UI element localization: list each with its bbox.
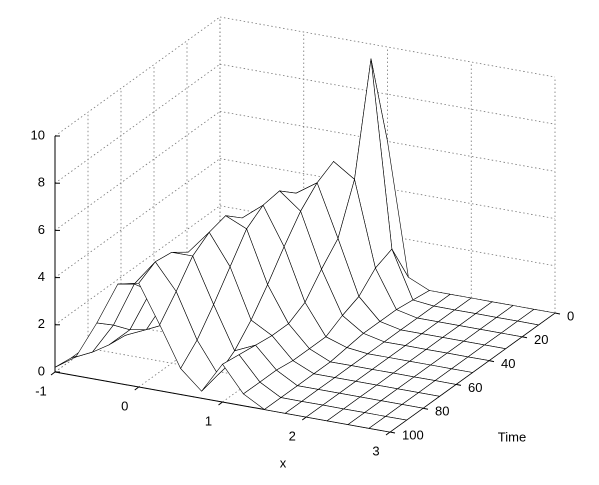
z-tick-label: 10 bbox=[31, 127, 45, 142]
surface-cell bbox=[368, 416, 407, 433]
x-tick bbox=[218, 401, 223, 406]
x-tick bbox=[134, 386, 140, 391]
y-tick-label: 100 bbox=[402, 427, 424, 442]
x-tick bbox=[50, 371, 56, 376]
y-tick bbox=[422, 407, 429, 410]
y-tick-label: 20 bbox=[534, 332, 548, 347]
y-tick bbox=[455, 383, 462, 386]
y-axis-label: Time bbox=[498, 429, 526, 444]
y-tick bbox=[554, 312, 561, 315]
x-tick-label: 3 bbox=[372, 443, 379, 458]
y-tick-label: 60 bbox=[468, 380, 482, 395]
y-tick bbox=[521, 336, 528, 339]
x-tick-label: -1 bbox=[35, 383, 47, 398]
x-tick-label: 2 bbox=[289, 428, 296, 443]
z-tick-label: 8 bbox=[38, 175, 45, 190]
y-tick bbox=[389, 431, 396, 434]
y-tick-label: 0 bbox=[567, 308, 574, 323]
grid-line bbox=[54, 111, 221, 231]
x-tick bbox=[385, 431, 391, 436]
x-tick bbox=[301, 416, 307, 421]
grid-line bbox=[54, 63, 221, 184]
surface-cell bbox=[54, 351, 93, 368]
z-tick-label: 0 bbox=[38, 363, 45, 378]
grid-line bbox=[54, 16, 221, 137]
grid-line bbox=[219, 111, 556, 172]
z-tick-label: 6 bbox=[38, 222, 45, 237]
x-tick-label: 0 bbox=[121, 398, 128, 413]
grid-line bbox=[219, 16, 556, 78]
x-tick-label: 1 bbox=[205, 413, 212, 428]
grid-line bbox=[87, 347, 424, 409]
grid-line bbox=[219, 158, 556, 219]
y-tick-label: 40 bbox=[501, 356, 515, 371]
y-tick-label: 80 bbox=[435, 404, 449, 419]
grid-line bbox=[219, 63, 556, 125]
z-tick-label: 2 bbox=[38, 316, 45, 331]
y-tick bbox=[488, 360, 495, 363]
z-tick-label: 4 bbox=[38, 269, 45, 284]
x-axis-label: x bbox=[280, 455, 287, 470]
